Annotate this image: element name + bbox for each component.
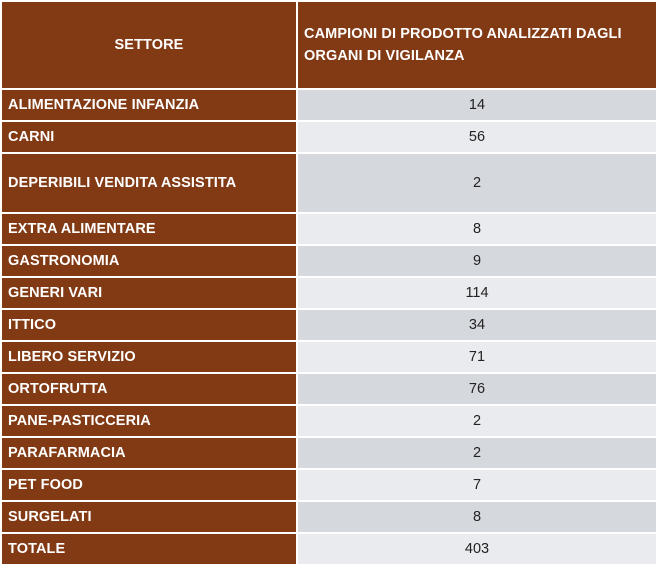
- row-sector: CARNI: [2, 122, 298, 154]
- row-value: 14: [298, 90, 658, 122]
- row-sector: LIBERO SERVIZIO: [2, 342, 298, 374]
- header-sector: SETTORE: [2, 2, 298, 90]
- row-sector: GASTRONOMIA: [2, 246, 298, 278]
- table-row: LIBERO SERVIZIO 71: [2, 342, 658, 374]
- table-row: SURGELATI 8: [2, 502, 658, 534]
- row-value: 7: [298, 470, 658, 502]
- total-label: TOTALE: [2, 534, 298, 566]
- row-sector: SURGELATI: [2, 502, 298, 534]
- total-row: TOTALE 403: [2, 534, 658, 566]
- table-row: PET FOOD 7: [2, 470, 658, 502]
- row-sector: PET FOOD: [2, 470, 298, 502]
- row-sector: ORTOFRUTTA: [2, 374, 298, 406]
- row-value: 71: [298, 342, 658, 374]
- row-value: 8: [298, 214, 658, 246]
- row-sector: DEPERIBILI VENDITA ASSISTITA: [2, 154, 298, 214]
- row-value: 9: [298, 246, 658, 278]
- table-row: CARNI 56: [2, 122, 658, 154]
- header-row: SETTORE CAMPIONI DI PRODOTTO ANALIZZATI …: [2, 2, 658, 90]
- table-row: ORTOFRUTTA 76: [2, 374, 658, 406]
- row-value: 114: [298, 278, 658, 310]
- table-row: ITTICO 34: [2, 310, 658, 342]
- row-value: 2: [298, 438, 658, 470]
- row-value: 2: [298, 154, 658, 214]
- header-samples: CAMPIONI DI PRODOTTO ANALIZZATI DAGLI OR…: [298, 2, 658, 90]
- row-value: 56: [298, 122, 658, 154]
- row-value: 34: [298, 310, 658, 342]
- total-value: 403: [298, 534, 658, 566]
- row-value: 76: [298, 374, 658, 406]
- table-row: EXTRA ALIMENTARE 8: [2, 214, 658, 246]
- row-sector: ITTICO: [2, 310, 298, 342]
- table-row: PARAFARMACIA 2: [2, 438, 658, 470]
- table-row: ALIMENTAZIONE INFANZIA 14: [2, 90, 658, 122]
- row-sector: EXTRA ALIMENTARE: [2, 214, 298, 246]
- row-value: 2: [298, 406, 658, 438]
- table-row: GASTRONOMIA 9: [2, 246, 658, 278]
- table-row: DEPERIBILI VENDITA ASSISTITA 2: [2, 154, 658, 214]
- row-sector: PANE-PASTICCERIA: [2, 406, 298, 438]
- table-row: GENERI VARI 114: [2, 278, 658, 310]
- row-value: 8: [298, 502, 658, 534]
- table-row: PANE-PASTICCERIA 2: [2, 406, 658, 438]
- row-sector: PARAFARMACIA: [2, 438, 298, 470]
- row-sector: GENERI VARI: [2, 278, 298, 310]
- row-sector: ALIMENTAZIONE INFANZIA: [2, 90, 298, 122]
